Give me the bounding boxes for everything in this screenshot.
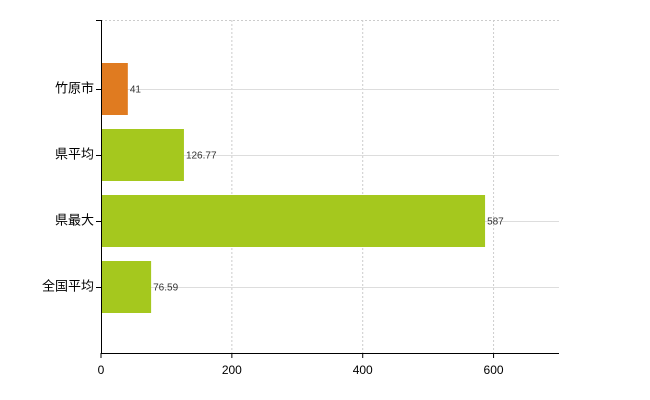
bar bbox=[101, 261, 152, 313]
bar bbox=[101, 63, 128, 115]
x-tick-label: 200 bbox=[222, 363, 242, 377]
y-tick-label: 竹原市 bbox=[55, 80, 94, 95]
value-label: 41 bbox=[130, 85, 142, 96]
value-label: 76.59 bbox=[153, 283, 178, 294]
value-label: 587 bbox=[487, 217, 504, 228]
value-label: 126.77 bbox=[186, 151, 217, 162]
y-tick-label: 県平均 bbox=[55, 146, 94, 161]
x-tick-label: 400 bbox=[353, 363, 373, 377]
bar bbox=[101, 129, 184, 181]
x-tick-label: 0 bbox=[98, 363, 105, 377]
bar bbox=[101, 195, 486, 247]
y-tick-label: 全国平均 bbox=[42, 278, 94, 293]
y-tick-label: 県最大 bbox=[55, 212, 94, 227]
x-tick-label: 600 bbox=[484, 363, 504, 377]
